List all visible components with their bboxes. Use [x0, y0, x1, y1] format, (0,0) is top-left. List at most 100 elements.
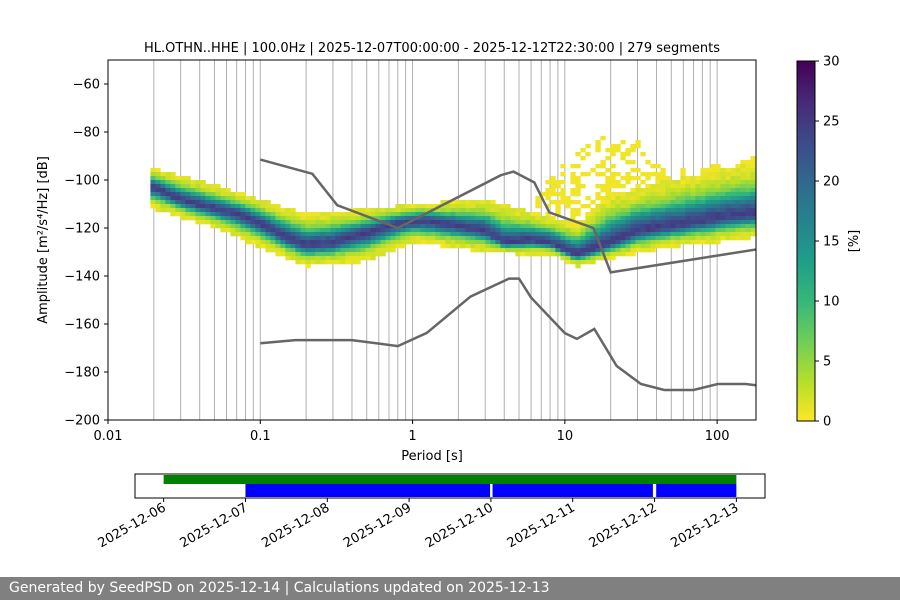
heatmap-cell — [180, 188, 186, 193]
heatmap-cell — [165, 184, 171, 189]
heatmap-cell — [750, 188, 756, 193]
heatmap-cell — [335, 244, 341, 249]
heatmap-cell — [630, 220, 636, 225]
heatmap-cell — [225, 224, 231, 229]
heatmap-cell — [725, 224, 731, 229]
heatmap-cell — [665, 212, 671, 217]
heatmap-cell — [715, 220, 721, 225]
heatmap-cell — [575, 184, 581, 189]
heatmap-cell — [655, 232, 661, 237]
heatmap-cell — [575, 232, 581, 237]
heatmap-cell — [350, 252, 356, 257]
heatmap-cell — [325, 220, 331, 225]
heatmap-cell — [415, 220, 421, 225]
heatmap-cell — [490, 220, 496, 225]
heatmap-cell — [585, 236, 591, 241]
heatmap-cell — [700, 192, 706, 197]
heatmap-cell — [365, 208, 371, 213]
heatmap-cell — [240, 212, 246, 217]
heatmap-cell — [605, 180, 611, 185]
heatmap-cell — [685, 228, 691, 233]
heatmap-cell — [635, 212, 641, 217]
heatmap-cell — [460, 216, 466, 221]
heatmap-cell — [595, 216, 601, 221]
heatmap-cell — [665, 184, 671, 189]
heatmap-cell — [610, 248, 616, 253]
heatmap-cell — [630, 248, 636, 253]
heatmap-cell — [625, 220, 631, 225]
heatmap-cell — [325, 224, 331, 229]
heatmap-cell — [290, 240, 296, 245]
heatmap-cell — [540, 192, 546, 197]
heatmap-cell — [675, 232, 681, 237]
heatmap-cell — [715, 176, 721, 181]
heatmap-cell — [410, 232, 416, 237]
heatmap-cell — [745, 168, 751, 173]
heatmap-cell — [610, 220, 616, 225]
heatmap-cell — [370, 236, 376, 241]
heatmap-cell — [285, 232, 291, 237]
heatmap-cell — [740, 216, 746, 221]
heatmap-cell — [595, 228, 601, 233]
heatmap-cell — [265, 216, 271, 221]
heatmap-cell — [610, 152, 616, 157]
heatmap-cell — [155, 172, 161, 177]
heatmap-cell — [640, 196, 646, 201]
heatmap-cell — [240, 200, 246, 205]
heatmap-cell — [530, 224, 536, 229]
heatmap-cell — [700, 212, 706, 217]
heatmap-cell — [450, 200, 456, 205]
heatmap-cell — [475, 216, 481, 221]
heatmap-cell — [420, 236, 426, 241]
heatmap-cell — [260, 232, 266, 237]
heatmap-cell — [380, 216, 386, 221]
heatmap-cell — [635, 192, 641, 197]
heatmap-cell — [540, 220, 546, 225]
heatmap-cell — [580, 220, 586, 225]
heatmap-cell — [600, 196, 606, 201]
heatmap-cell — [340, 220, 346, 225]
heatmap-cell — [570, 172, 576, 177]
heatmap-cell — [400, 236, 406, 241]
heatmap-cell — [730, 192, 736, 197]
heatmap-cell — [635, 168, 641, 173]
heatmap-cell — [535, 232, 541, 237]
heatmap-cell — [715, 216, 721, 221]
heatmap-cell — [740, 208, 746, 213]
heatmap-cell — [560, 236, 566, 241]
heatmap-cell — [605, 156, 611, 161]
heatmap-cell — [535, 236, 541, 241]
heatmap-cell — [450, 216, 456, 221]
heatmap-cell — [400, 240, 406, 245]
x-axis-label: Period [s] — [401, 449, 463, 464]
colorbar-tick-label: 15 — [823, 235, 840, 250]
heatmap-cell — [535, 228, 541, 233]
colorbar-tick-label: 20 — [823, 175, 840, 190]
heatmap-cell — [320, 260, 326, 265]
heatmap-cell — [415, 236, 421, 241]
heatmap-cell — [725, 212, 731, 217]
heatmap-cell — [670, 208, 676, 213]
heatmap-cell — [555, 252, 561, 257]
heatmap-cell — [365, 244, 371, 249]
heatmap-cell — [570, 236, 576, 241]
heatmap-cell — [315, 232, 321, 237]
heatmap-cell — [600, 160, 606, 165]
heatmap-cell — [525, 240, 531, 245]
heatmap-cell — [390, 240, 396, 245]
heatmap-cell — [695, 236, 701, 241]
heatmap-cell — [305, 240, 311, 245]
heatmap-cell — [200, 180, 206, 185]
heatmap-cell — [625, 212, 631, 217]
heatmap-cell — [700, 176, 706, 181]
heatmap-cell — [235, 232, 241, 237]
heatmap-cell — [625, 180, 631, 185]
heatmap-cell — [525, 244, 531, 249]
heatmap-cell — [630, 200, 636, 205]
heatmap-cell — [725, 228, 731, 233]
heatmap-cell — [655, 204, 661, 209]
heatmap-cell — [450, 220, 456, 225]
heatmap-cell — [225, 228, 231, 233]
heatmap-cell — [180, 208, 186, 213]
heatmap-cell — [735, 184, 741, 189]
